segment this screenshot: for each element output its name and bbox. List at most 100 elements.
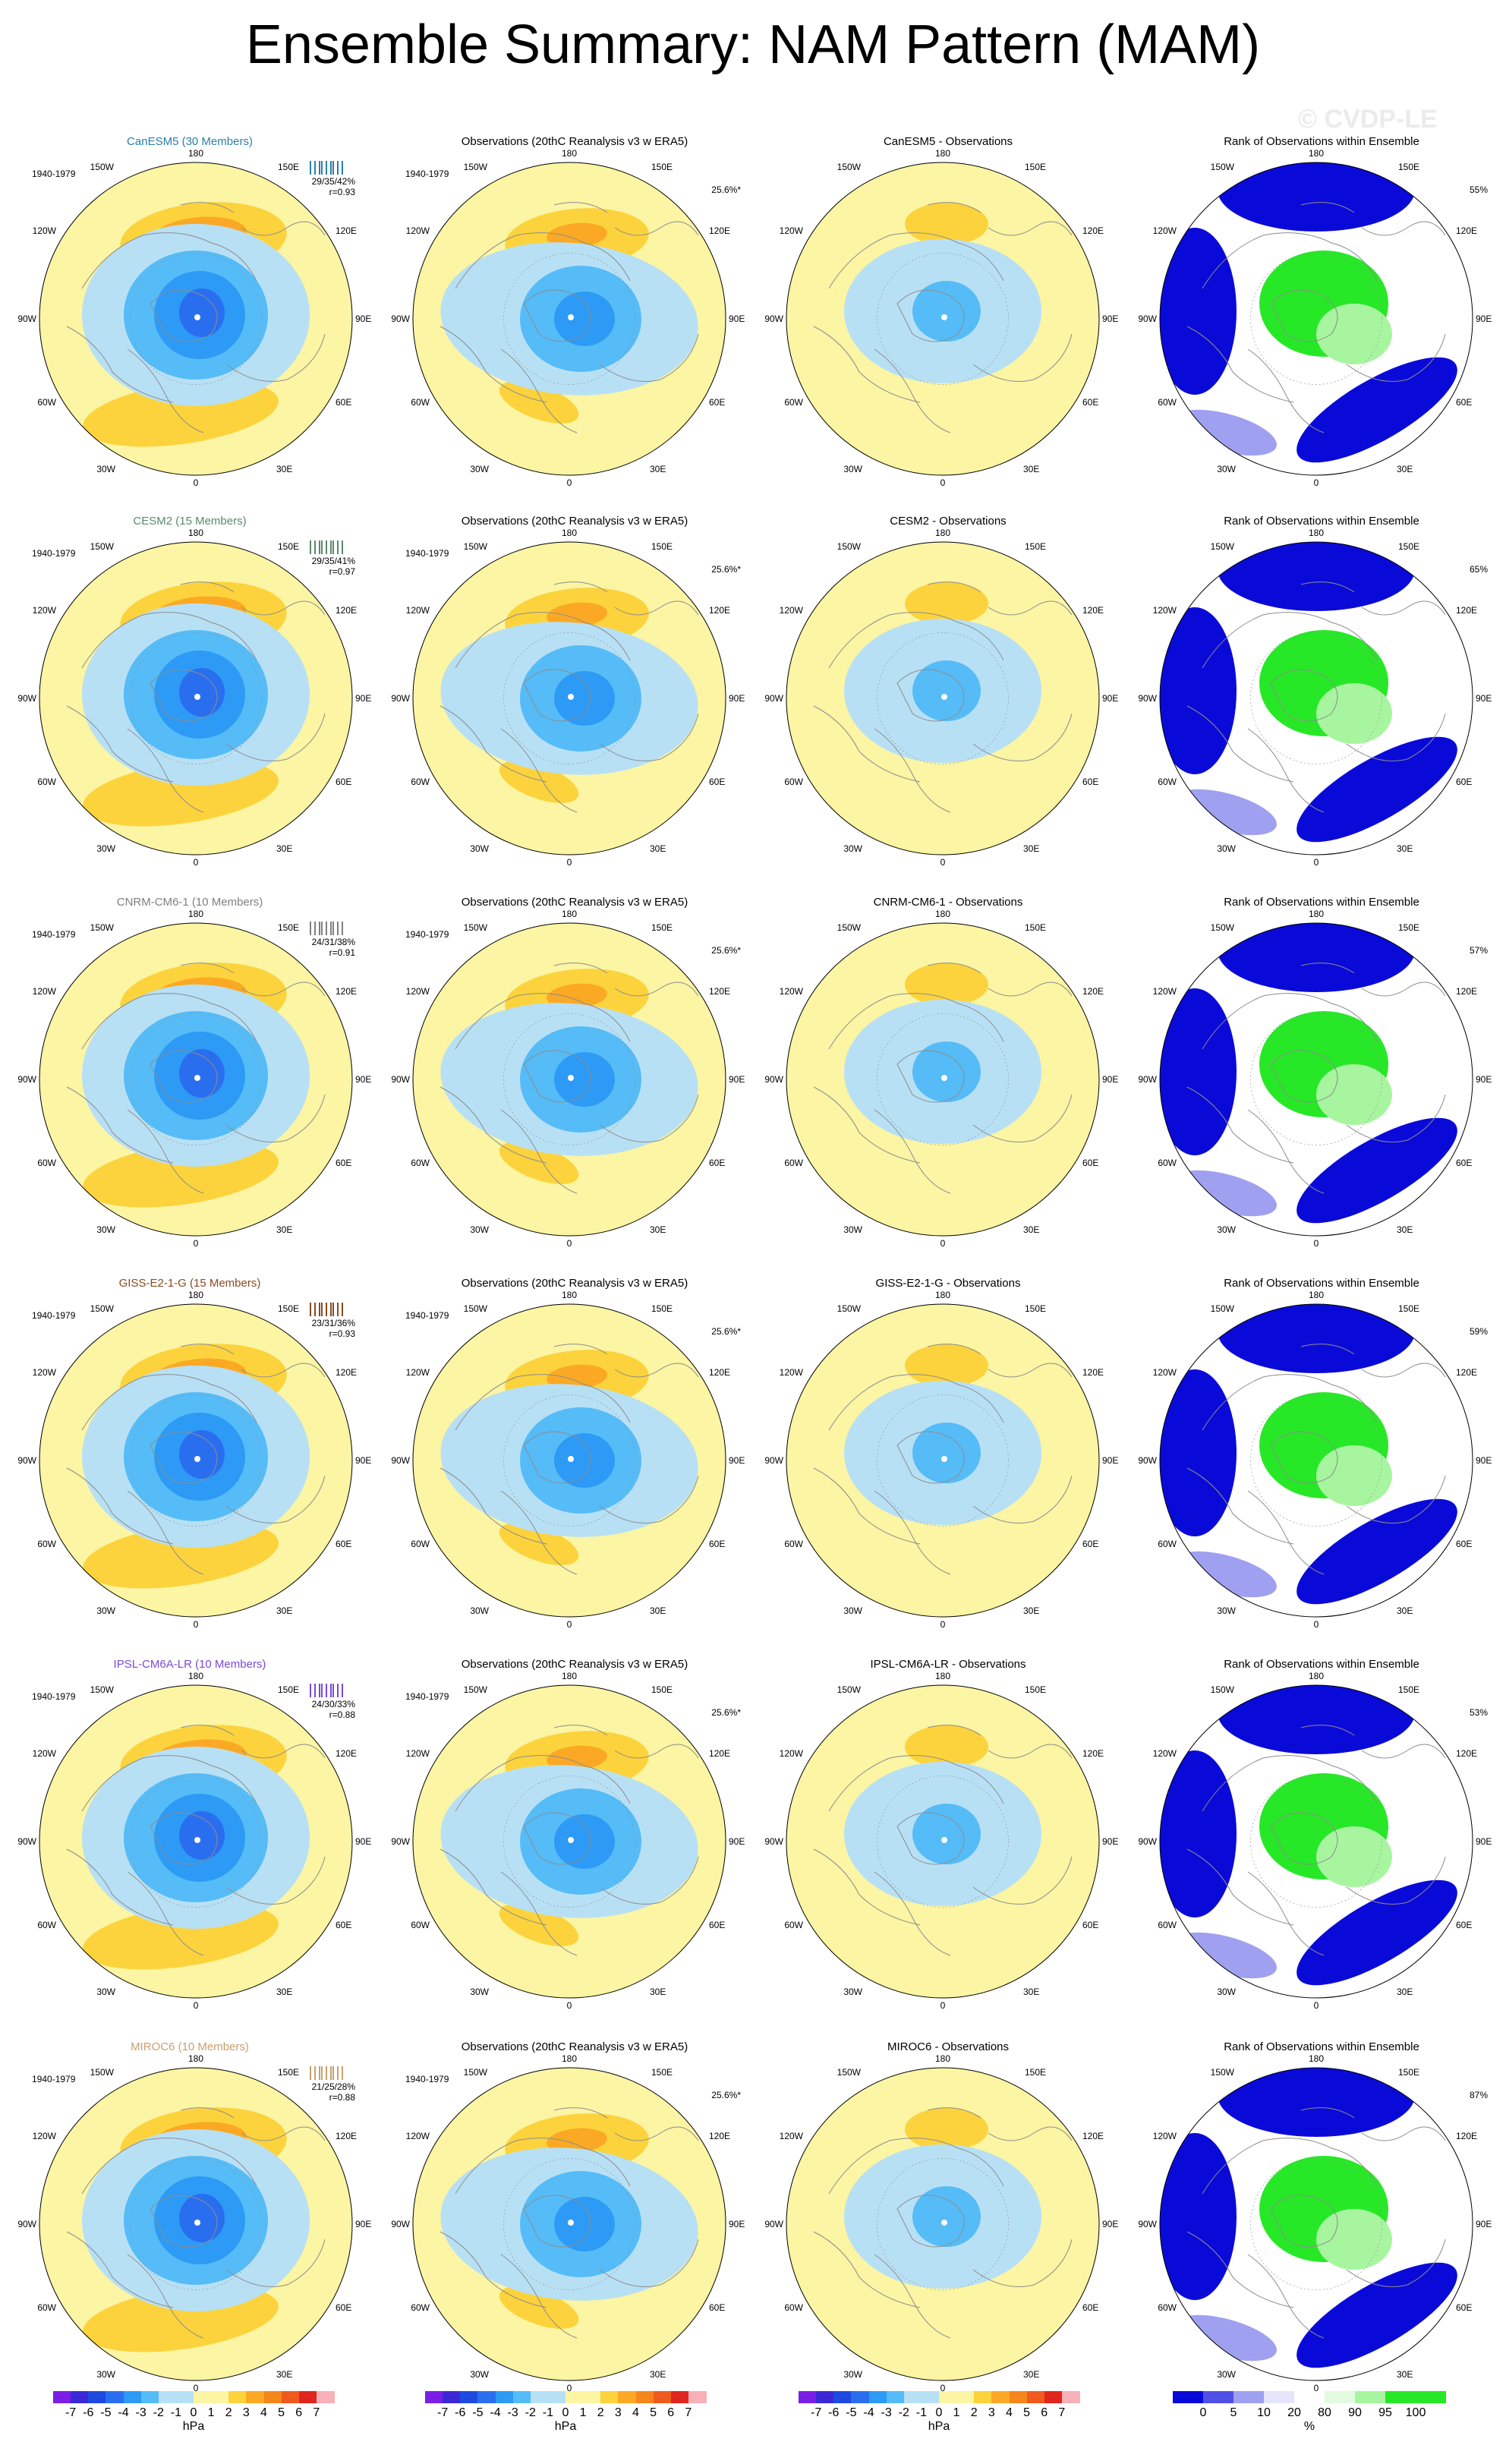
period-label: 1940-1979 [32, 548, 76, 559]
longitude-label: 150E [278, 1303, 299, 1314]
longitude-label: 150E [278, 162, 299, 172]
longitude-label: 120E [336, 225, 357, 236]
rank-low-south [1296, 2262, 1457, 2368]
colorbar-tick: 5 [278, 2406, 285, 2419]
coastline [455, 1374, 631, 1431]
coastline [874, 348, 951, 433]
member-bar [314, 2066, 316, 2080]
coastline [614, 1744, 699, 1759]
negative-level-3 [554, 1814, 615, 1869]
coastline [896, 289, 965, 342]
colorbar-swatch [425, 2391, 443, 2403]
longitude-label: 0 [940, 2000, 946, 2011]
longitude-label: 90E [355, 1074, 371, 1085]
coastline [523, 669, 591, 722]
colorbar-swatch [530, 2391, 549, 2403]
longitude-label: 150E [651, 922, 673, 933]
coastline [828, 612, 1004, 669]
coastline [225, 333, 326, 382]
longitude-label: 30E [1023, 464, 1039, 474]
latitude-circle [1250, 253, 1382, 385]
longitude-label: 30W [470, 843, 489, 854]
positive-difference [905, 582, 988, 625]
positive-core-pacific [547, 602, 607, 628]
member-variance-bars [287, 2065, 355, 2081]
latitude-circle [130, 253, 262, 385]
negative-level-3 [554, 1052, 615, 1107]
model-mean-panel: CanESM5 (30 Members) 1940-1979 29/35/42% r=… [15, 114, 387, 493]
longitude-label: 150W [464, 922, 488, 933]
pole-marker [568, 694, 574, 700]
longitude-label: 150W [837, 162, 862, 172]
longitude-label: 120E [336, 1367, 357, 1378]
polar-map: 180 150W 150E 120W 120E 90W 90E 60W 60E 30W 30E 0 [1138, 1290, 1492, 1630]
longitude-label: 90W [391, 1455, 410, 1466]
coastline [874, 1871, 951, 1956]
longitude-label: 60E [1456, 1158, 1472, 1168]
coastline [150, 2195, 218, 2248]
longitude-label: 150E [278, 922, 299, 933]
coastline [1346, 1094, 1446, 1142]
longitude-label: 60W [37, 1158, 56, 1168]
longitude-label: 90W [764, 1455, 783, 1466]
coastline [1247, 348, 1325, 433]
longitude-label: 120W [1153, 1748, 1177, 1759]
longitude-label: 180 [562, 2053, 577, 2064]
difference-panel: IPSL-CM6A-LR - Observations 180 150W 150E 12… [762, 1637, 1134, 2016]
longitude-label: 30W [96, 2369, 115, 2380]
longitude-label: 150E [1025, 162, 1046, 172]
coastline [1202, 232, 1378, 289]
coastline [828, 2138, 1004, 2195]
colorbar-tick: 7 [685, 2406, 692, 2419]
colorbar-swatch [158, 2391, 177, 2403]
rank-title: Rank of Observations within Ensemble [1224, 1277, 1419, 1290]
coastline [150, 1812, 218, 1865]
obs-variance-pct: 25.6%* [711, 945, 741, 956]
colorbar-tick: -7 [437, 2406, 449, 2419]
coastline [553, 963, 608, 974]
coastline [828, 1374, 1004, 1431]
longitude-label: 90W [391, 693, 410, 704]
longitude-label: 60W [784, 397, 803, 408]
pole-marker [568, 1075, 574, 1081]
negative-level-3 [554, 1433, 615, 1488]
longitude-label: 120W [406, 1748, 430, 1759]
longitude-label: 60E [336, 397, 351, 408]
longitude-label: 60E [709, 397, 725, 408]
polar-map: 180 150W 150E 120W 120E 90W 90E 60W 60E 30W 30E 0 [391, 2053, 745, 2393]
coastline [1186, 326, 1294, 403]
colorbar-tick: 3 [242, 2406, 250, 2419]
member-variance-bars [287, 920, 355, 937]
polar-map: 180 150W 150E 120W 120E 90W 90E 60W 60E 30W 30E 0 [764, 528, 1118, 868]
longitude-label: 120E [709, 986, 730, 997]
polar-map: 180 150W 150E 120W 120E 90W 90E 60W 60E 30W 30E 0 [1138, 2053, 1492, 2393]
page-title: Ensemble Summary: NAM Pattern (MAM) [245, 14, 1261, 75]
positive-lobe-atlantic [499, 761, 579, 803]
colorbar-tick: -4 [118, 2406, 129, 2419]
member-bar [342, 540, 343, 554]
latitude-circle [877, 1776, 1009, 1908]
longitude-label: 120E [709, 1748, 730, 1759]
rank-low-west [1160, 2133, 1237, 2300]
member-bar [321, 922, 323, 935]
pole-marker [941, 2220, 947, 2226]
member-bar [337, 161, 339, 175]
difference-panel: MIROC6 - Observations 180 150W 150E 120W 120E… [762, 2019, 1134, 2399]
colorbar-swatch [653, 2391, 672, 2403]
longitude-label: 180 [1309, 148, 1324, 159]
colorbar-tick: 1 [207, 2406, 215, 2419]
map-border [412, 1684, 726, 1999]
rank-mid [1174, 409, 1277, 456]
longitude-label: 60W [37, 1920, 56, 1930]
member-bar [332, 1303, 334, 1316]
latitude-circle [130, 632, 262, 764]
longitude-label: 120E [1456, 225, 1477, 236]
longitude-label: 90E [729, 693, 745, 704]
longitude-label: 90W [17, 1074, 36, 1085]
model-mean-panel: GISS-E2-1-G (15 Members) 1940-1979 23/31/3… [15, 1256, 387, 1635]
observations-panel: Observations (20thC Reanalysis v3 w ERA5… [389, 1256, 761, 1635]
period-label: 1940-1979 [32, 169, 76, 179]
longitude-label: 150E [651, 541, 673, 552]
longitude-label: 60E [1456, 777, 1472, 787]
model-title: CanESM5 (30 Members) [127, 135, 253, 148]
